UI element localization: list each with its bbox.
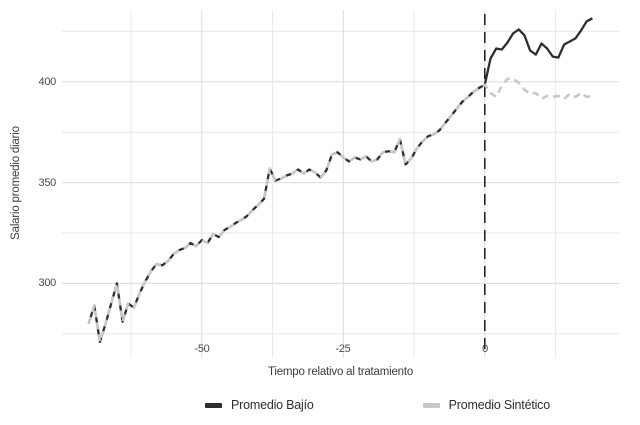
legend-label-sintetico: Promedio Sintético	[448, 398, 551, 412]
y-tick-label: 400	[38, 76, 57, 88]
legend-swatch-sintetico	[422, 402, 440, 408]
legend-label-bajio: Promedio Bajío	[231, 398, 314, 412]
x-tick-label: -50	[194, 343, 210, 355]
y-axis-title: Salario promedio diario	[10, 126, 22, 240]
y-tick-label: 300	[38, 277, 57, 289]
legend-item-sintetico: Promedio Sintético	[422, 398, 551, 412]
y-tick-label: 350	[38, 177, 57, 189]
legend-swatch-bajio	[205, 402, 222, 408]
legend: Promedio Bajío Promedio Sintético	[205, 398, 550, 412]
x-tick-label: -25	[335, 343, 351, 355]
legend-item-bajio: Promedio Bajío	[205, 398, 314, 412]
x-axis-title: Tiempo relativo al tratamiento	[267, 366, 414, 378]
x-tick-label: 0	[482, 343, 488, 355]
bajio-line	[87, 17, 593, 344]
sintetico-line	[87, 77, 593, 344]
